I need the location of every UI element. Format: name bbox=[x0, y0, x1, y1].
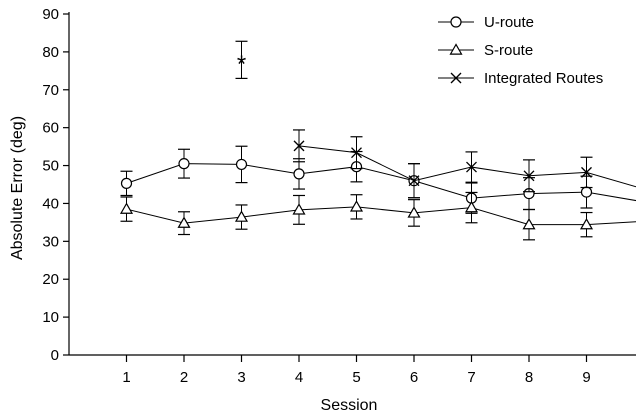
x-marker bbox=[450, 72, 462, 84]
triangle-marker bbox=[579, 217, 594, 230]
series-u-route bbox=[120, 145, 636, 214]
y-tick-label: 90 bbox=[42, 6, 59, 23]
significance-annotation: * bbox=[235, 40, 248, 80]
x-marker bbox=[466, 161, 477, 173]
legend-item: U-route bbox=[438, 14, 534, 31]
legend: U-route S-route Integrated Routes bbox=[438, 14, 603, 87]
series-line bbox=[126, 163, 636, 202]
legend-label: Integrated Routes bbox=[484, 70, 603, 87]
triangle-marker bbox=[407, 206, 421, 218]
y-tick-label: 80 bbox=[42, 44, 59, 61]
circle-marker bbox=[178, 158, 190, 170]
triangle-marker bbox=[522, 217, 536, 230]
y-tick-label: 10 bbox=[42, 309, 59, 326]
triangle-marker bbox=[292, 203, 306, 215]
triangle-marker bbox=[464, 200, 479, 213]
x-marker bbox=[581, 166, 592, 178]
series-layer bbox=[119, 129, 636, 241]
triangle-marker bbox=[177, 216, 191, 228]
x-tick-label: 7 bbox=[467, 369, 475, 386]
x-marker bbox=[408, 175, 420, 187]
y-tick-label: 30 bbox=[42, 233, 59, 250]
triangle-marker bbox=[234, 210, 249, 222]
circle-marker bbox=[235, 158, 248, 171]
y-tick-label: 60 bbox=[42, 120, 59, 137]
x-tick-label: 3 bbox=[237, 369, 245, 386]
x-tick-label: 6 bbox=[410, 369, 418, 386]
circle-marker bbox=[450, 16, 462, 28]
x-marker bbox=[351, 147, 362, 159]
triangle-marker bbox=[119, 202, 134, 214]
y-tick-label: 40 bbox=[42, 195, 59, 212]
x-marker bbox=[523, 170, 535, 182]
legend-label: S-route bbox=[484, 42, 533, 59]
x-axis-label: Session bbox=[321, 397, 378, 414]
asterisk-label: * bbox=[237, 51, 246, 78]
series-integrated-routes bbox=[293, 129, 636, 199]
circle-marker bbox=[293, 168, 305, 180]
series-s-route bbox=[119, 191, 636, 241]
axes: 010203040506070809012345678910 bbox=[42, 6, 636, 386]
triangle-marker bbox=[349, 200, 364, 212]
legend-label: U-route bbox=[484, 14, 534, 31]
y-tick-label: 50 bbox=[42, 158, 59, 175]
legend-item: Integrated Routes bbox=[438, 70, 603, 87]
x-tick-label: 5 bbox=[352, 369, 360, 386]
series-line bbox=[126, 206, 636, 226]
x-tick-label: 2 bbox=[180, 369, 188, 386]
legend-item: S-route bbox=[438, 42, 533, 59]
x-tick-label: 1 bbox=[122, 369, 130, 386]
x-tick-label: 8 bbox=[525, 369, 533, 386]
y-tick-label: 70 bbox=[42, 82, 59, 99]
y-axis-label: Absolute Error (deg) bbox=[9, 116, 26, 260]
x-tick-label: 4 bbox=[295, 369, 303, 386]
y-tick-label: 20 bbox=[42, 271, 59, 288]
circle-marker bbox=[580, 186, 593, 198]
x-marker bbox=[293, 140, 305, 152]
x-tick-label: 9 bbox=[582, 369, 590, 386]
circle-marker bbox=[120, 177, 133, 189]
y-tick-label: 0 bbox=[51, 347, 59, 364]
triangle-marker bbox=[449, 43, 463, 55]
annotation-layer: * bbox=[235, 40, 248, 80]
